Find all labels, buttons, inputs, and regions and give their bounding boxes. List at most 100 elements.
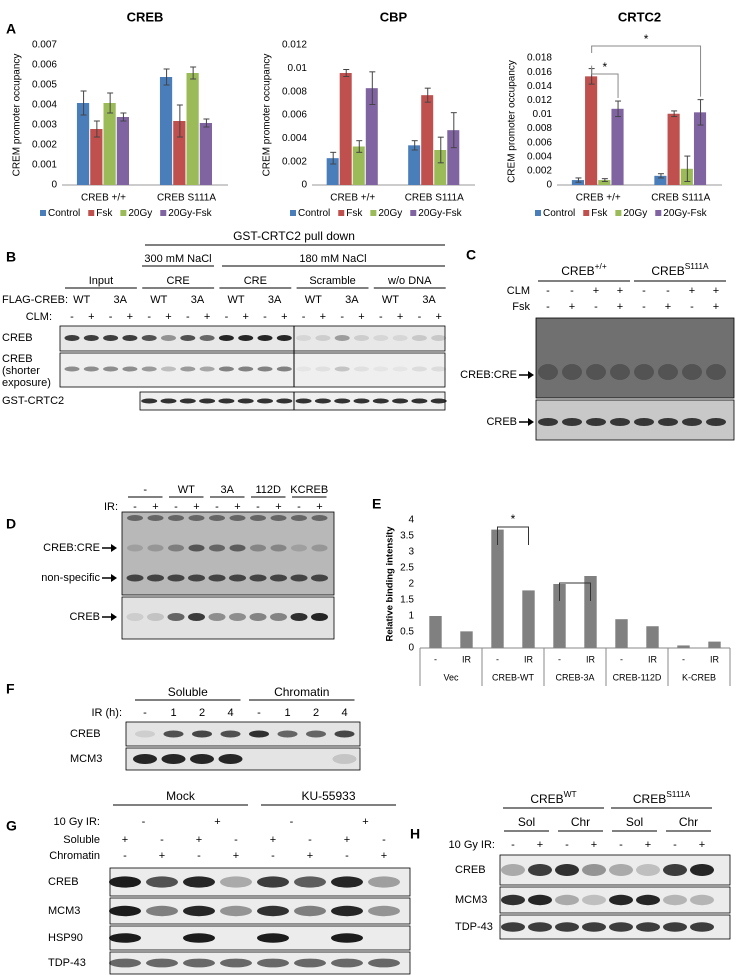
blot	[535, 399, 735, 441]
label: IR:	[104, 501, 118, 513]
label: non-specific	[41, 572, 100, 584]
label: exposure)	[2, 377, 51, 389]
label: +	[397, 311, 403, 323]
bar	[116, 117, 129, 185]
band	[334, 730, 355, 738]
error-bar	[424, 87, 431, 103]
label: 3A	[422, 294, 436, 306]
label: +	[591, 839, 597, 851]
label: +	[617, 285, 623, 297]
bar	[654, 175, 667, 185]
band	[331, 876, 363, 888]
label: WT	[382, 294, 399, 306]
blot	[535, 317, 735, 399]
band	[373, 335, 389, 341]
error-bar	[107, 92, 114, 114]
label: 4	[227, 707, 233, 719]
error-bar	[80, 90, 87, 116]
x-tick-label: IR	[710, 654, 720, 664]
band	[392, 398, 409, 404]
band	[250, 544, 266, 552]
label: CRE	[167, 275, 190, 287]
significance-bracket	[591, 65, 619, 99]
label: +	[196, 834, 202, 846]
legend-swatch	[160, 210, 167, 216]
legend-swatch	[370, 210, 377, 216]
legend-swatch	[655, 210, 662, 216]
band	[392, 335, 408, 341]
label: FLAG-CREB:	[2, 294, 68, 306]
bar	[365, 88, 378, 185]
band	[257, 958, 289, 968]
label: KCREB	[290, 484, 328, 496]
label: CREB:CRE	[460, 369, 517, 381]
significance-star: *	[511, 512, 516, 526]
bar	[159, 77, 173, 185]
bar	[522, 590, 535, 648]
y-tick-label: 0.004	[282, 133, 307, 144]
panel-letter: D	[6, 516, 16, 532]
legend-label: Control	[298, 208, 330, 219]
label: GST-CRTC2 pull down	[233, 229, 355, 243]
label: 180 mM NaCl	[299, 253, 366, 265]
arrow-head	[111, 574, 117, 582]
band	[368, 958, 400, 968]
band	[331, 958, 363, 968]
x-tick-label: -	[496, 654, 499, 664]
x-tick-label: -	[682, 654, 685, 664]
band	[147, 515, 164, 521]
bar	[553, 584, 566, 648]
y-tick-label: 0	[51, 180, 57, 191]
bar	[434, 150, 447, 185]
arrow-head	[528, 418, 534, 426]
x-tick-label: CREB S111A	[405, 193, 464, 204]
label: +	[316, 501, 322, 513]
label: w/o DNA	[387, 275, 432, 287]
label: +	[275, 501, 281, 513]
band	[183, 905, 215, 917]
label: -	[186, 311, 190, 323]
y-tick-label: 0.007	[32, 40, 57, 51]
panel-letter: E	[372, 496, 381, 512]
y-tick-label: 0.008	[282, 86, 307, 97]
label: -	[143, 707, 147, 719]
bar	[680, 168, 693, 185]
label: 1	[284, 707, 290, 719]
label: -	[147, 311, 151, 323]
label: CLM:	[26, 311, 52, 323]
label: +	[270, 834, 276, 846]
band	[430, 398, 447, 404]
band	[109, 933, 141, 943]
bar	[352, 146, 365, 185]
label: +	[320, 311, 326, 323]
genotype-label: CREB+/+	[561, 261, 607, 278]
y-tick-label: 0.006	[282, 110, 307, 121]
band	[168, 515, 184, 521]
legend-label: 20Gy-Fsk	[663, 208, 707, 219]
group-label: CREB-WT	[492, 672, 534, 682]
band	[290, 574, 308, 582]
band	[431, 335, 447, 341]
band	[146, 958, 178, 968]
label: +	[344, 834, 350, 846]
label: 3A	[221, 484, 235, 496]
bar	[173, 121, 186, 185]
y-tick-label: 0.006	[527, 137, 552, 148]
band	[161, 335, 176, 341]
legend-label: 20Gy	[128, 208, 152, 219]
bar	[408, 145, 421, 185]
label: CREB	[2, 332, 33, 344]
band	[610, 418, 630, 426]
label: 10 Gy IR:	[449, 839, 495, 851]
band	[141, 398, 158, 404]
band	[291, 544, 307, 552]
label: -	[382, 834, 386, 846]
label: -	[666, 285, 670, 297]
label: -	[565, 839, 569, 851]
label: -	[511, 839, 515, 851]
band	[331, 905, 363, 917]
y-tick-label: 0.001	[32, 160, 57, 171]
x-tick-label: IR	[462, 654, 472, 664]
band	[208, 574, 226, 582]
